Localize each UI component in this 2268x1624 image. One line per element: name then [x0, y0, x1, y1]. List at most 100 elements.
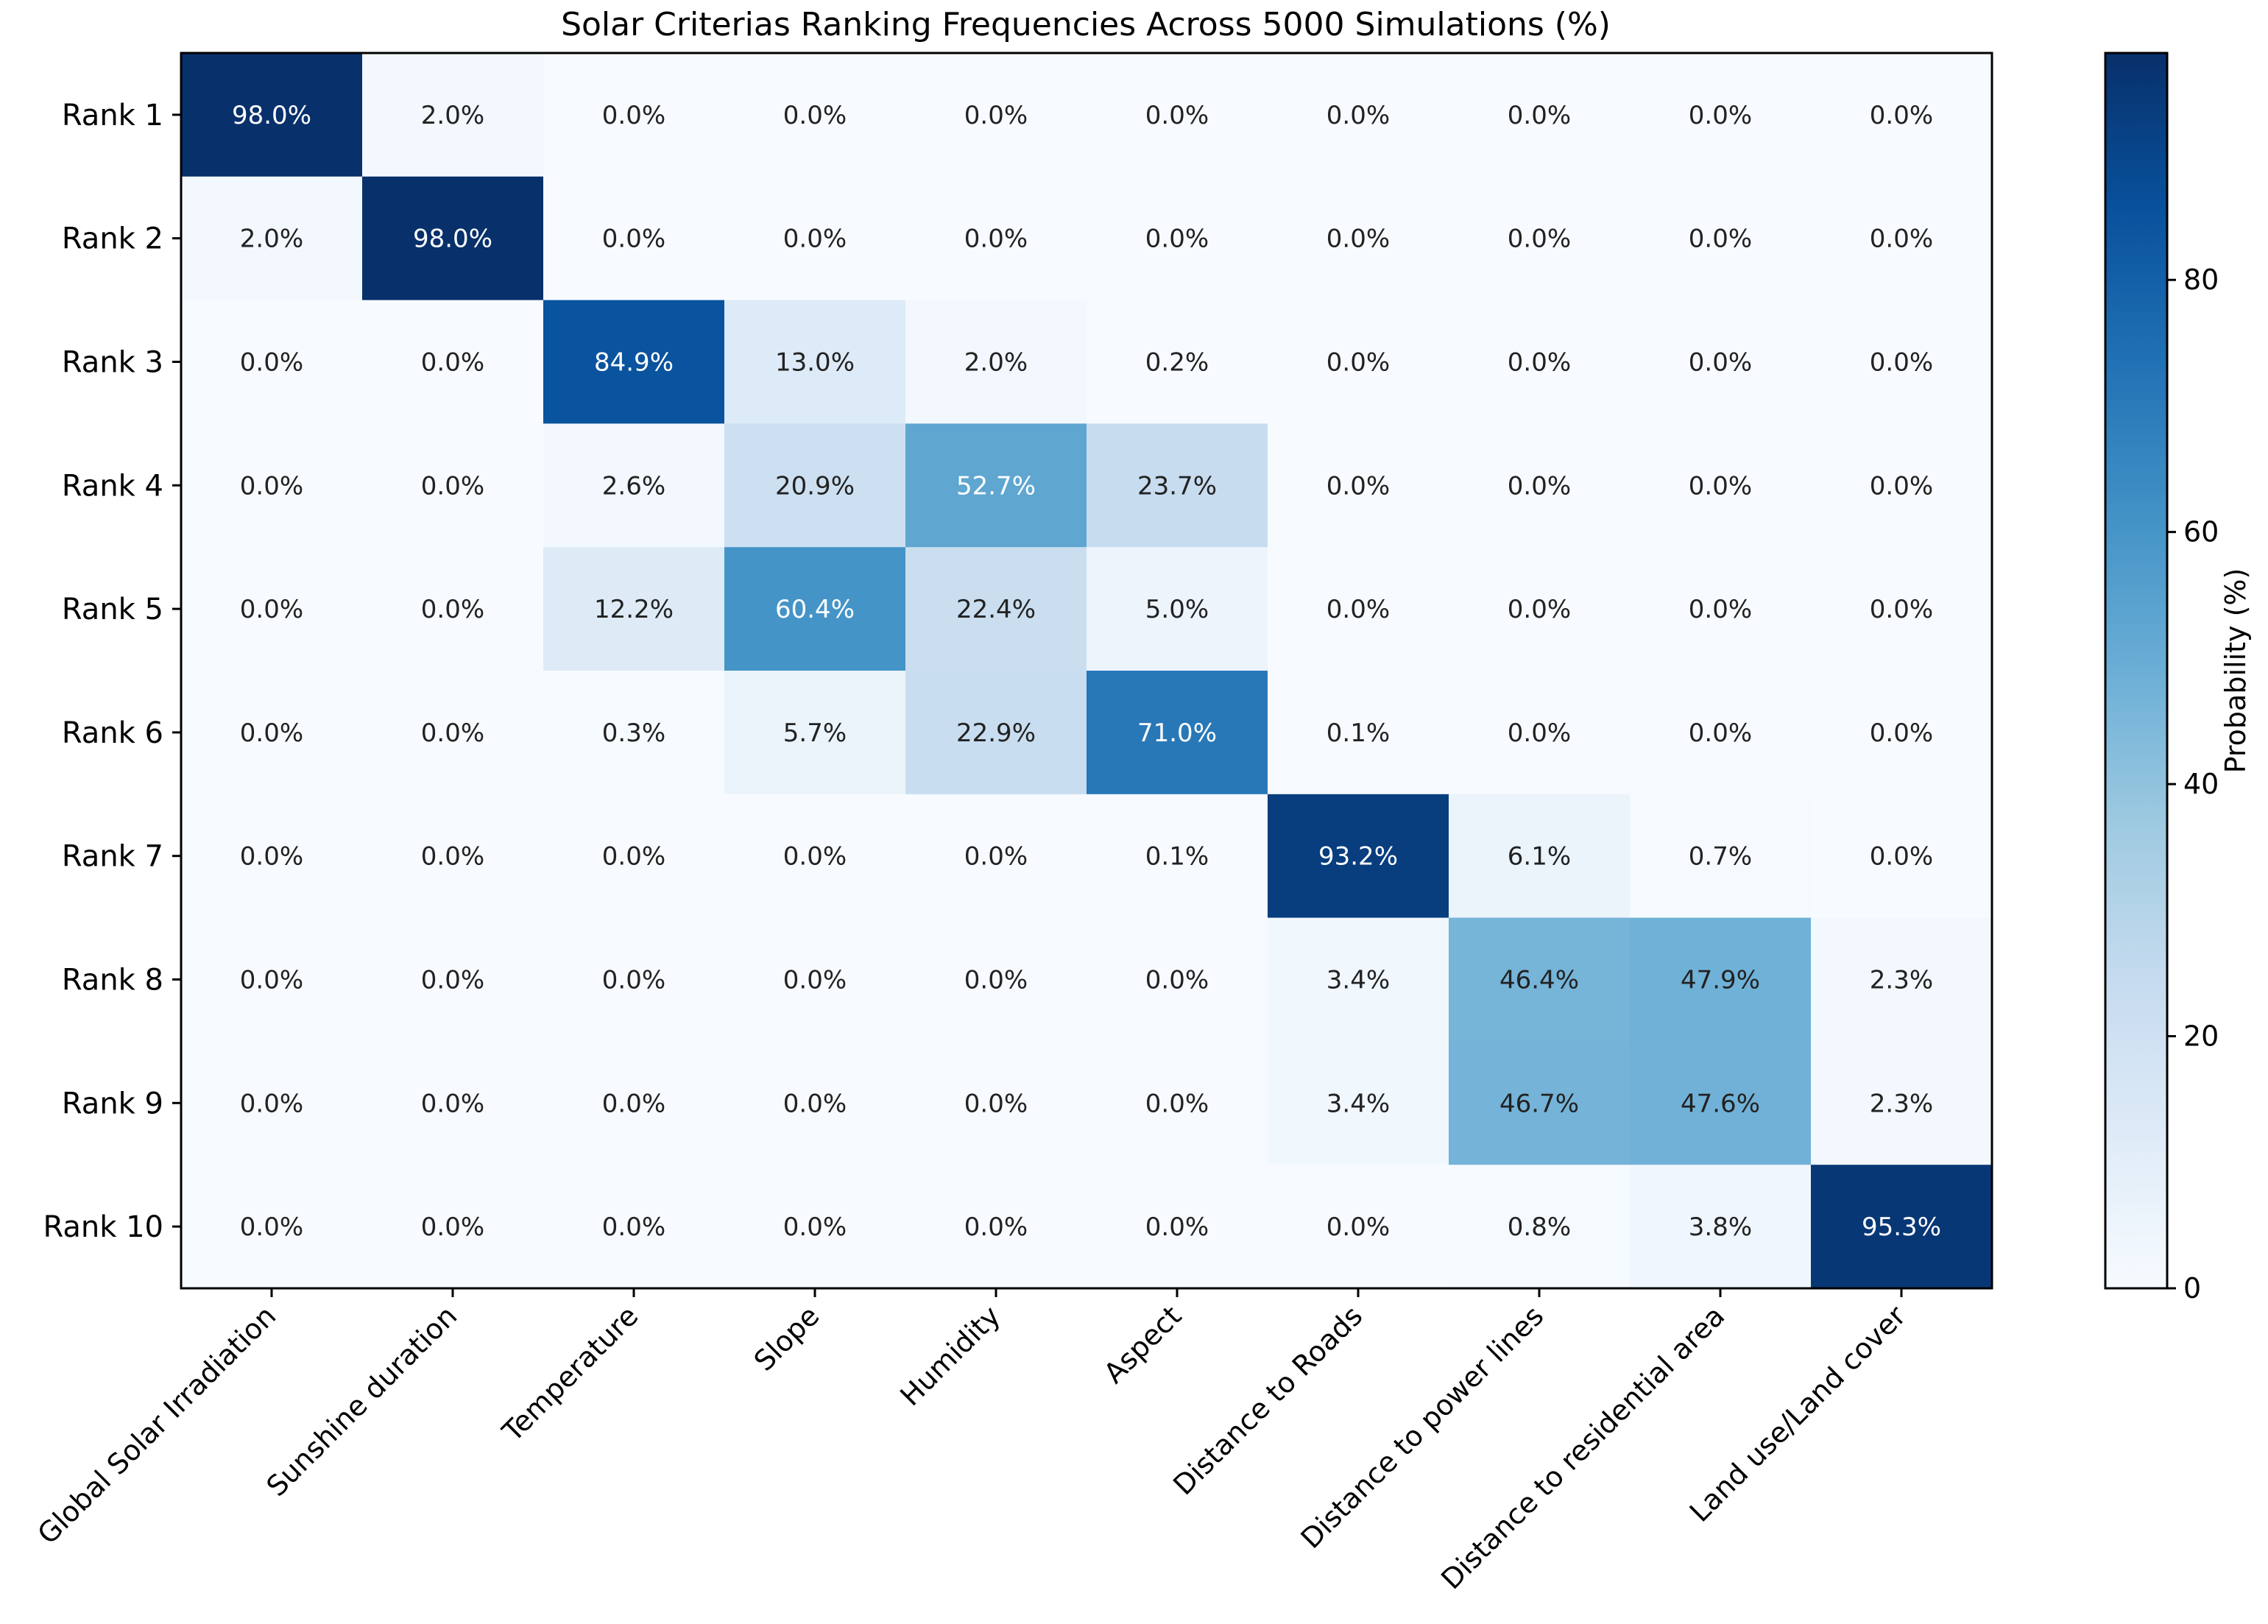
heatmap-cell: [1268, 547, 1449, 671]
cell-value-label: 60.4%: [775, 595, 855, 624]
cell-value-label: 0.0%: [1145, 225, 1209, 254]
heatmap-cell: [362, 1041, 544, 1165]
heatmap-cell: [724, 794, 906, 919]
heatmap-cell: [362, 671, 544, 795]
cell-value-label: 0.0%: [1145, 966, 1209, 995]
heatmap-cell: [362, 1165, 544, 1289]
colorbar-tick-label: 60: [2183, 516, 2219, 548]
cell-value-label: 46.7%: [1499, 1089, 1579, 1118]
y-tick-label: Rank 4: [62, 469, 163, 503]
cell-value-label: 0.0%: [1326, 595, 1390, 624]
cell-value-label: 0.0%: [964, 101, 1028, 130]
heatmap-cell: [362, 300, 544, 424]
cell-value-label: 0.0%: [1689, 101, 1752, 130]
cell-value-label: 0.0%: [783, 842, 847, 872]
heatmap-cell: [543, 794, 725, 919]
cell-value-label: 0.0%: [240, 842, 303, 872]
cell-value-label: 0.0%: [240, 1212, 303, 1242]
heatmap-cell: [905, 917, 1087, 1042]
heatmap-cell: [1449, 176, 1631, 301]
y-tick-label: Rank 6: [62, 716, 163, 750]
cell-value-label: 47.6%: [1681, 1089, 1760, 1118]
plot-frame: [180, 52, 1993, 1290]
heatmap-cell: [1087, 300, 1268, 424]
cell-value-label: 0.0%: [421, 471, 484, 501]
heatmap-cell: [181, 176, 363, 301]
heatmap-cell: [1087, 794, 1268, 919]
cell-value-label: 0.0%: [783, 1089, 847, 1118]
cell-value-label: 0.1%: [1145, 842, 1209, 872]
cell-value-label: 0.0%: [964, 1212, 1028, 1242]
cell-value-label: 0.8%: [1508, 1212, 1571, 1242]
heatmap-cell: [1087, 671, 1268, 795]
heatmap-cell: [724, 671, 906, 795]
heatmap-cell: [1811, 176, 1993, 301]
heatmap-cell: [362, 53, 544, 177]
heatmap-cell: [1811, 1041, 1993, 1165]
cell-value-label: 0.0%: [1689, 471, 1752, 501]
cell-value-label: 0.0%: [602, 1212, 665, 1242]
heatmap-cell: [1811, 1165, 1993, 1289]
cell-value-label: 2.0%: [240, 225, 303, 254]
heatmap-cell: [1630, 794, 1812, 919]
heatmap-cell: [181, 1165, 363, 1289]
cell-value-label: 0.0%: [1508, 101, 1571, 130]
cell-value-label: 0.0%: [1326, 348, 1390, 378]
heatmap-cell: [181, 917, 363, 1042]
heatmap-cell: [905, 176, 1087, 301]
cell-value-label: 0.0%: [1689, 719, 1752, 748]
colorbar-tick-label: 0: [2183, 1272, 2201, 1305]
cell-value-label: 0.0%: [1870, 348, 1933, 378]
heatmap-cell: [362, 547, 544, 671]
heatmap-cell: [543, 671, 725, 795]
heatmap-cell: [1630, 53, 1812, 177]
cell-value-label: 0.0%: [964, 225, 1028, 254]
heatmap-cell: [362, 423, 544, 548]
y-tick-label: Rank 1: [62, 99, 163, 133]
cell-value-label: 0.0%: [1508, 225, 1571, 254]
cell-value-label: 6.1%: [1508, 842, 1571, 872]
cell-value-label: 13.0%: [775, 348, 855, 378]
colorbar: 0 20 40 60 80: [2104, 52, 2219, 1305]
x-tick-label: Aspect: [1098, 1299, 1187, 1389]
cell-value-label: 2.6%: [602, 471, 665, 501]
heatmap-cell: [1811, 917, 1993, 1042]
heatmap-cell: [724, 547, 906, 671]
colorbar-tick-label: 80: [2183, 264, 2219, 296]
cell-value-label: 3.4%: [1326, 1089, 1390, 1118]
heatmap-cell: [905, 423, 1087, 548]
x-tick-label: Humidity: [894, 1299, 1006, 1412]
cell-value-label: 0.0%: [1508, 348, 1571, 378]
cell-value-label: 5.7%: [783, 719, 847, 748]
cell-value-label: 0.0%: [602, 1089, 665, 1118]
heatmap-cell: [724, 176, 906, 301]
heatmap-cell: [1630, 176, 1812, 301]
heatmap-cell: [724, 53, 906, 177]
heatmap-cells: 98.0% 2.0% 0.0% 0.0% 0.0% 0.0% 0.0% 0.0% 0.0% 0.0…: [181, 53, 1993, 1289]
cell-value-label: 0.0%: [421, 719, 484, 748]
cell-value-label: 0.0%: [1870, 595, 1933, 624]
heatmap-cell: [1811, 671, 1993, 795]
cell-value-label: 0.0%: [240, 1089, 303, 1118]
y-tick-label: Rank 10: [43, 1210, 163, 1244]
colorbar-tick-label: 40: [2183, 768, 2219, 800]
cell-value-label: 0.0%: [421, 1212, 484, 1242]
cell-value-label: 0.0%: [1145, 101, 1209, 130]
heatmap-cell: [724, 423, 906, 548]
heatmap-cell: [1630, 547, 1812, 671]
cell-value-label: 0.0%: [240, 595, 303, 624]
cell-value-label: 0.0%: [1870, 101, 1933, 130]
colorbar-label: Probability (%): [2219, 568, 2252, 774]
heatmap-cell: [1268, 176, 1449, 301]
cell-value-label: 0.0%: [1870, 471, 1933, 501]
heatmap-cell: [1811, 53, 1993, 177]
y-tick-label: Rank 2: [62, 222, 163, 256]
heatmap-cell: [181, 671, 363, 795]
cell-value-label: 2.3%: [1870, 966, 1933, 995]
cell-value-label: 0.0%: [421, 842, 484, 872]
y-tick-label: Rank 9: [62, 1087, 163, 1120]
heatmap-cell: [1449, 794, 1631, 919]
heatmap-cell: [1630, 423, 1812, 548]
heatmap-cell: [543, 53, 725, 177]
cell-value-label: 2.0%: [421, 101, 484, 130]
